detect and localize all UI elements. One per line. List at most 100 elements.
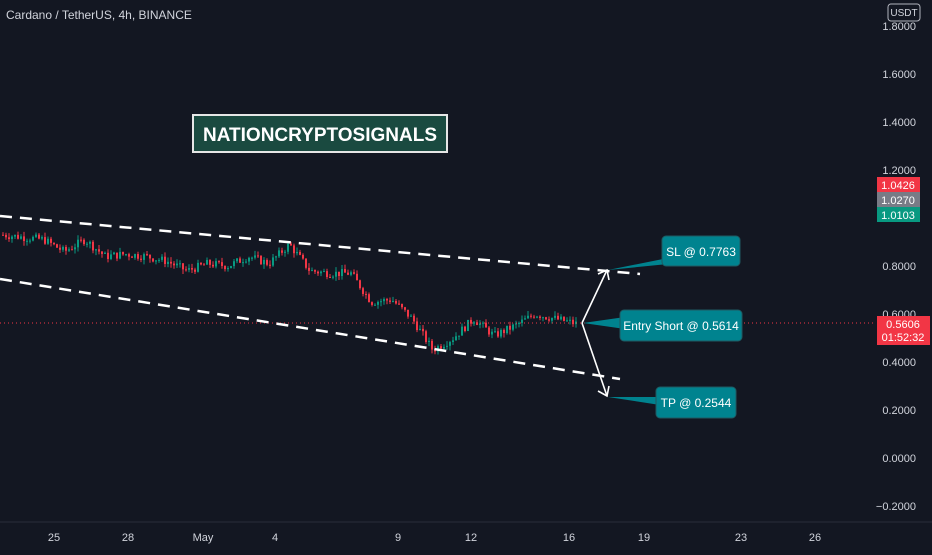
candle-body <box>26 240 28 242</box>
candle-body <box>323 271 325 273</box>
candle <box>68 247 70 252</box>
candle-body <box>278 250 280 257</box>
candle <box>239 256 241 263</box>
candle <box>14 234 16 239</box>
candle <box>140 255 142 263</box>
candle-body <box>185 269 187 271</box>
candle-body <box>53 242 55 245</box>
time-axis-tick: 23 <box>735 532 747 544</box>
candle-body <box>368 294 370 303</box>
candle-body <box>359 280 361 289</box>
candle <box>335 267 337 281</box>
candle-body <box>275 256 277 258</box>
candle-body <box>545 317 547 320</box>
candle-body <box>20 236 22 239</box>
candle <box>206 257 208 265</box>
candle-body <box>518 322 520 324</box>
candle <box>29 238 31 244</box>
candle-body <box>164 256 166 264</box>
candle-body <box>101 251 103 254</box>
candle-body <box>14 234 16 237</box>
entry-callout[interactable]: Entry Short @ 0.5614 <box>583 309 743 342</box>
candle <box>374 303 376 306</box>
candle <box>203 262 205 266</box>
candle <box>293 243 295 258</box>
candle <box>257 251 259 258</box>
candle-body <box>329 276 331 278</box>
candle-body <box>257 255 259 257</box>
time-axis[interactable]: 25 28 May 4 9 12 16 19 23 26 <box>0 521 932 544</box>
candle-body <box>80 239 82 241</box>
candle <box>251 256 253 261</box>
price-label-mid-text: 1.0270 <box>881 195 915 207</box>
candle-body <box>317 271 319 274</box>
candle <box>44 232 46 245</box>
candle <box>20 234 22 240</box>
candle-body <box>488 327 490 335</box>
candle <box>110 250 112 261</box>
candle <box>23 231 25 246</box>
candle <box>353 269 355 275</box>
channel-lower-line[interactable] <box>0 277 621 381</box>
candle <box>308 263 310 275</box>
time-axis-tick: May <box>193 532 214 544</box>
candle <box>185 266 187 272</box>
candle-body <box>149 254 151 259</box>
symbol-header[interactable]: Cardano / TetherUS, 4h, BINANCE <box>6 8 192 22</box>
candle <box>80 236 82 243</box>
candle <box>116 252 118 262</box>
candle <box>314 269 316 275</box>
tp-callout[interactable]: TP @ 0.2544 <box>608 386 737 419</box>
channel-upper-line[interactable] <box>0 214 641 276</box>
candle-body <box>287 243 289 252</box>
time-axis-tick: 19 <box>638 532 650 544</box>
candle <box>215 258 217 269</box>
candle <box>89 240 91 249</box>
entry-callout-text: Entry Short @ 0.5614 <box>623 319 739 333</box>
candle-body <box>350 272 352 275</box>
candle <box>389 297 391 304</box>
candle <box>491 328 493 339</box>
candle-body <box>188 268 190 270</box>
candle <box>548 316 550 323</box>
candle <box>464 325 466 333</box>
candle-body <box>500 329 502 337</box>
candle-body <box>311 270 313 272</box>
currency-button[interactable]: USDT <box>887 3 921 22</box>
candle-body <box>23 236 25 242</box>
candle-body <box>209 259 211 265</box>
candle-body <box>266 259 268 265</box>
candle <box>332 275 334 280</box>
candle-body <box>536 316 538 318</box>
price-axis-tick: 1.6000 <box>882 69 916 81</box>
candle-body <box>416 321 418 331</box>
candle-body <box>128 254 130 257</box>
candle <box>245 258 247 264</box>
candle <box>362 286 364 297</box>
candle-body <box>17 234 19 239</box>
candle-body <box>524 318 526 320</box>
sl-callout[interactable]: SL @ 0.7763 <box>608 235 741 270</box>
candle-body <box>470 319 472 324</box>
candle-body <box>431 340 433 350</box>
price-label-high: 1.0426 <box>877 177 920 192</box>
candle <box>521 315 523 327</box>
candle <box>182 262 184 275</box>
candle-body <box>527 315 529 319</box>
candle <box>401 303 403 310</box>
candle <box>227 266 229 272</box>
price-axis[interactable]: 1.80001.60001.40001.20000.80000.60000.40… <box>875 0 932 522</box>
candle <box>305 258 307 270</box>
currency-button-label: USDT <box>890 8 917 19</box>
candle <box>365 291 367 299</box>
price-label-last-text: 0.5606 <box>886 319 920 331</box>
candle-body <box>398 303 400 305</box>
candle <box>467 319 469 332</box>
candle-body <box>95 249 97 251</box>
candle-body <box>365 293 367 295</box>
candle <box>95 248 97 256</box>
candle <box>212 261 214 268</box>
candle-body <box>380 301 382 303</box>
candle-body <box>233 261 235 267</box>
